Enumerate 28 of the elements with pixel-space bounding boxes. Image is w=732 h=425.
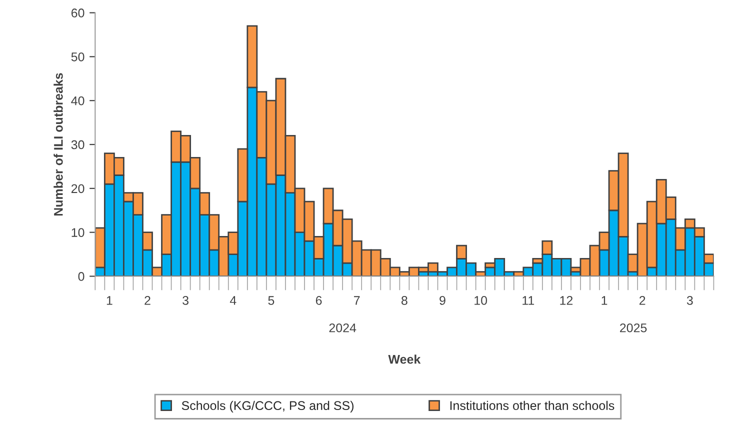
x-tick-label: 7 (354, 296, 360, 305)
x-tick-label: 2 (639, 296, 646, 305)
y-axis-title: Number of ILI outbreaks (54, 73, 63, 216)
text: 2025 (620, 323, 647, 332)
y-tick-label: 50 (71, 52, 84, 62)
x-tick-label: 1 (602, 296, 608, 305)
x-axis-title: Week (388, 354, 421, 364)
x-tick-label: 9 (440, 296, 446, 305)
y-tick-label: 0 (78, 272, 84, 281)
y-tick-label: 30 (71, 140, 84, 150)
x-tick-label: 8 (401, 296, 408, 305)
x-tick-label: 11 (522, 296, 534, 305)
x-tick-label: 4 (230, 296, 236, 305)
x-tick-label: 12 (560, 296, 573, 305)
y-tick-label: 10 (72, 228, 84, 237)
legend-label: Schools (KG/CCC, PS and SS) (182, 400, 354, 412)
x-tick-label: 10 (474, 296, 488, 305)
x-tick-label: 3 (686, 296, 693, 305)
x-tick-label: 6 (316, 296, 322, 305)
y-tick-label: 20 (71, 184, 84, 194)
y-tick-label: 40 (71, 96, 84, 106)
x-tick-label: 2 (144, 296, 150, 305)
legend-label: Institutions other than schools (450, 400, 614, 410)
x-tick-label: 5 (268, 296, 274, 305)
x-tick-label: 3 (182, 296, 188, 305)
text: 2024 (329, 323, 356, 332)
y-tick-label: 60 (71, 8, 84, 18)
x-tick-label: 1 (106, 296, 112, 305)
